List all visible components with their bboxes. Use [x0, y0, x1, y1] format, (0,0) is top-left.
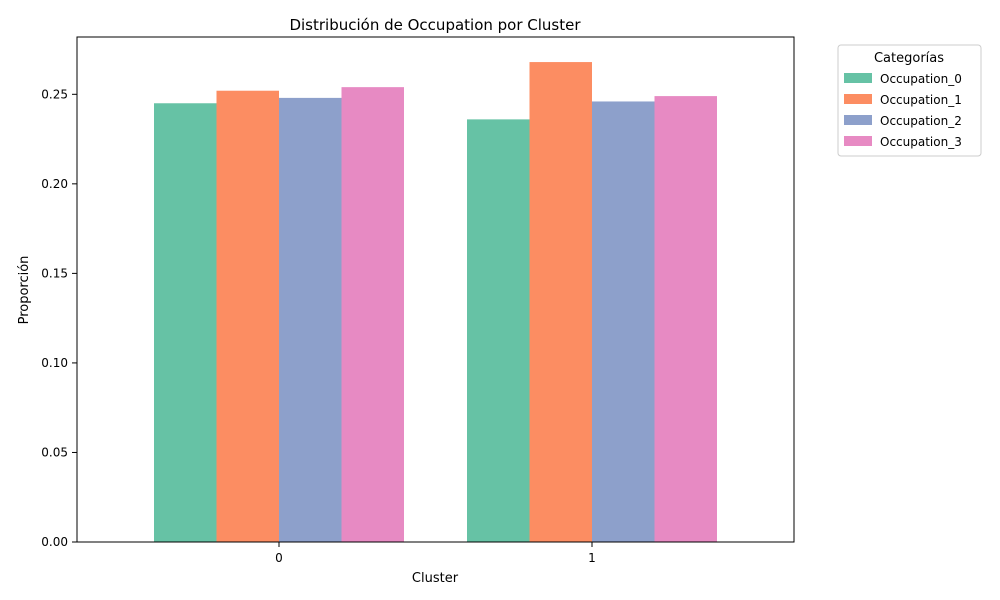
x-tick-label: 1 [588, 551, 596, 565]
legend-label: Occupation_3 [880, 135, 962, 149]
y-tick-label: 0.20 [41, 177, 68, 191]
legend-label: Occupation_1 [880, 93, 962, 107]
bar-occupation-1-cluster-1 [529, 62, 592, 542]
legend: Categorías Occupation_0Occupation_1Occup… [837, 44, 982, 157]
x-tick-label: 0 [275, 551, 283, 565]
y-tick-label: 0.00 [41, 535, 68, 549]
legend-box [837, 44, 982, 157]
y-axis-label: Proporción [17, 256, 32, 325]
legend-items: Occupation_0 Occupation_1 Occupation_2 Occu… [844, 72, 962, 149]
bar-occupation-0-cluster-1 [467, 119, 530, 542]
plot-frame [76, 36, 795, 543]
legend-label: Occupation_0 [880, 72, 962, 86]
y-axis: 0.00 0.05 0.10 0.15 0.20 0.25 [41, 87, 77, 549]
legend-label: Occupation_2 [880, 114, 962, 128]
bar-occupation-2-cluster-0 [279, 97, 342, 542]
bar-occupation-0-cluster-0 [154, 103, 217, 543]
legend-swatch [844, 94, 872, 104]
x-axis-label: Cluster [412, 571, 459, 586]
legend-swatch [844, 136, 872, 146]
bars-group [154, 62, 717, 543]
y-tick-label: 0.15 [41, 266, 68, 280]
bar-occupation-3-cluster-1 [654, 96, 717, 543]
legend-title: Categorías [874, 51, 944, 66]
chart-title: Distribución de Occupation por Cluster [289, 16, 581, 34]
bar-occupation-2-cluster-1 [592, 101, 655, 543]
legend-swatch [844, 73, 872, 83]
bar-occupation-1-cluster-0 [216, 90, 279, 543]
legend-swatch [844, 115, 872, 125]
y-tick-label: 0.25 [41, 87, 68, 101]
y-tick-label: 0.10 [41, 356, 68, 370]
y-tick-label: 0.05 [41, 445, 68, 459]
bar-occupation-3-cluster-0 [341, 87, 404, 542]
